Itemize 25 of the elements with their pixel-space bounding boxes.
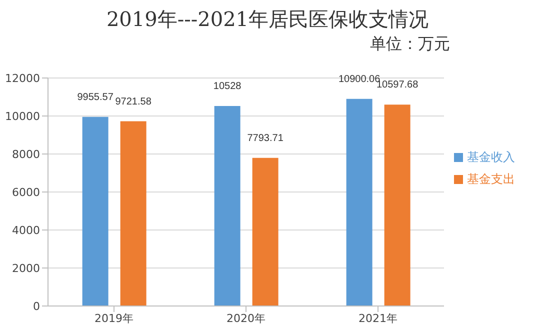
y-tick-label: 12000 [5, 72, 40, 85]
bar [384, 104, 410, 306]
data-label: 10900.06 [338, 74, 381, 85]
data-label: 7793.71 [247, 132, 284, 144]
legend-label: 基金支出 [467, 172, 515, 186]
bar [214, 106, 240, 306]
data-label: 9955.57 [77, 92, 114, 103]
bar [252, 158, 278, 306]
bar [346, 98, 372, 306]
bar [82, 116, 108, 306]
x-tick-label: 2021年 [358, 312, 398, 325]
x-tick-label: 2020年 [226, 312, 266, 325]
y-tick-label: 2000 [12, 262, 40, 275]
legend-label: 基金收入 [467, 150, 515, 164]
y-tick-label: 8000 [12, 148, 40, 161]
bar [120, 121, 146, 306]
data-label: 10528 [213, 80, 242, 92]
y-tick-label: 0 [33, 300, 40, 313]
chart-title: 2019年---2021年居民医保收支情况 [105, 6, 430, 33]
y-tick-label: 10000 [5, 110, 40, 123]
data-label: 9721.58 [115, 96, 152, 108]
y-tick-label: 6000 [12, 186, 40, 199]
y-tick-label: 4000 [12, 224, 40, 237]
chart-subtitle: 单位：万元 [370, 34, 450, 55]
x-tick-label: 2019年 [94, 312, 134, 325]
